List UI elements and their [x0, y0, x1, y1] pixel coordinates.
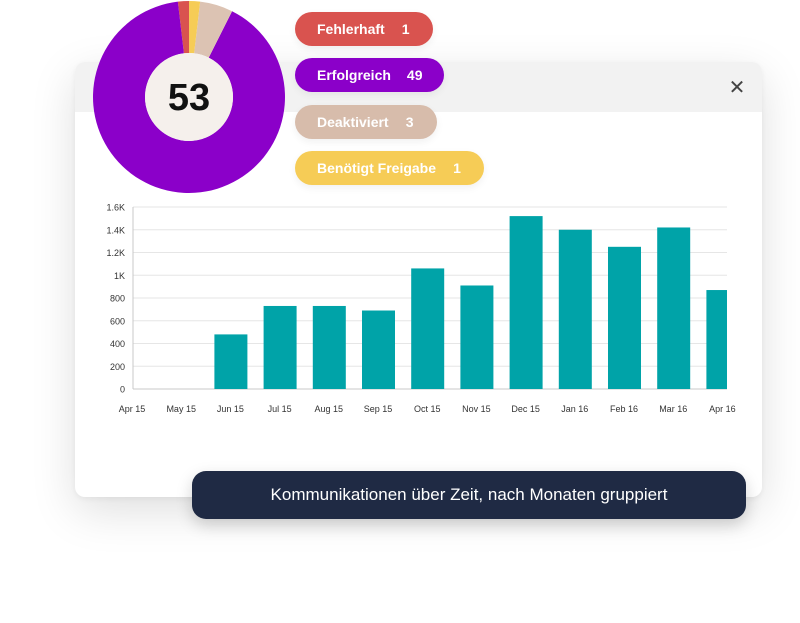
legend-item-benoetigt-freigabe[interactable]: Benötigt Freigabe 1: [295, 151, 485, 185]
y-tick-label: 600: [110, 316, 125, 326]
bar: [558, 229, 592, 389]
x-tick-label: Jul 15: [268, 404, 292, 414]
donut-svg: 53: [93, 1, 286, 193]
legend-count: 1: [401, 21, 410, 37]
legend-label: Erfolgreich: [317, 67, 391, 83]
y-tick-label: 1K: [114, 271, 125, 281]
x-tick-label: Nov 15: [462, 404, 491, 414]
bar: [460, 285, 494, 389]
donut-slice: [194, 1, 233, 58]
bar: [509, 216, 543, 389]
x-tick-label: Sep 15: [364, 404, 393, 414]
bar: [411, 268, 445, 389]
legend-count: 49: [406, 67, 423, 83]
x-tick-label: May 15: [166, 404, 196, 414]
legend-item-erfolgreich[interactable]: Erfolgreich 49: [295, 58, 445, 92]
y-tick-label: 200: [110, 362, 125, 372]
legend-label: Fehlerhaft: [317, 21, 385, 37]
y-tick-label: 800: [110, 294, 125, 304]
x-tick-label: Apr 15: [119, 404, 146, 414]
legend-item-deaktiviert[interactable]: Deaktiviert 3: [295, 105, 437, 139]
caption-text: Kommunikationen über Zeit, nach Monaten …: [270, 485, 668, 504]
bar: [657, 227, 691, 389]
x-tick-label: Feb 16: [610, 404, 638, 414]
chart-caption: Kommunikationen über Zeit, nach Monaten …: [192, 471, 746, 519]
x-tick-label: Oct 15: [414, 404, 441, 414]
x-tick-label: Apr 16: [709, 404, 736, 414]
bar: [263, 305, 297, 389]
y-tick-label: 1.2K: [106, 248, 125, 258]
x-tick-label: Mar 16: [659, 404, 687, 414]
y-tick-label: 1.6K: [106, 203, 125, 213]
legend-count: 1: [453, 160, 461, 176]
legend-label: Deaktiviert: [317, 114, 389, 130]
donut-slice: [189, 1, 201, 54]
bar: [312, 305, 346, 389]
donut-slice: [93, 1, 286, 193]
legend-label: Benötigt Freigabe: [317, 160, 437, 176]
legend-item-fehlerhaft[interactable]: Fehlerhaft 1: [295, 12, 433, 46]
y-tick-label: 0: [120, 385, 125, 395]
bar: [362, 310, 395, 389]
bar: [706, 290, 727, 389]
x-tick-label: Jun 15: [217, 404, 244, 414]
bar: [214, 334, 248, 389]
donut-center-value: 53: [168, 77, 210, 119]
x-tick-label: Dec 15: [511, 404, 540, 414]
x-tick-label: Aug 15: [315, 404, 344, 414]
x-tick-label: Jan 16: [561, 404, 588, 414]
donut-center: [145, 53, 233, 141]
bar: [608, 246, 641, 389]
donut-slice: [177, 1, 189, 54]
status-donut-chart: 53: [92, 0, 286, 194]
legend-count: 3: [405, 114, 414, 130]
y-tick-label: 1.4K: [106, 225, 125, 235]
close-icon[interactable]: ✕: [728, 75, 746, 99]
y-tick-label: 400: [110, 339, 125, 349]
